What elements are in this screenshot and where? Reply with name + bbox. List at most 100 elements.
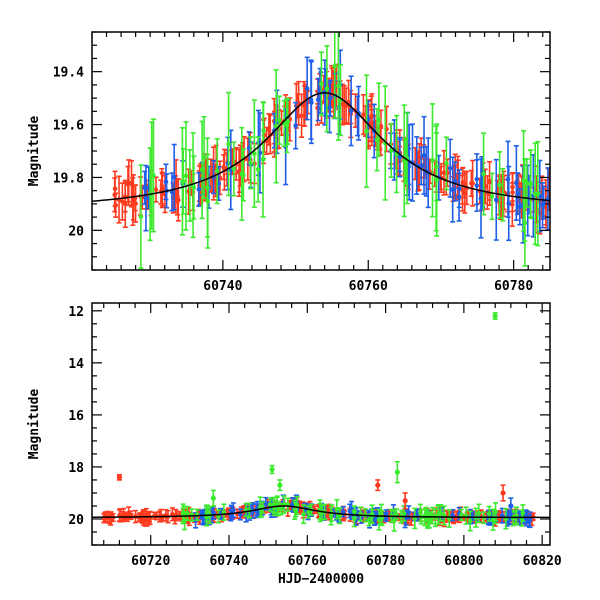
data-point bbox=[425, 517, 431, 523]
data-point bbox=[467, 518, 473, 524]
data-point bbox=[450, 512, 455, 518]
data-point bbox=[255, 167, 261, 172]
outlier-point bbox=[210, 495, 216, 501]
data-point bbox=[319, 81, 324, 87]
x-tick-label: 60780 bbox=[494, 279, 533, 294]
data-point bbox=[541, 200, 547, 205]
data-point bbox=[436, 512, 441, 517]
data-point bbox=[332, 63, 337, 69]
x-tick-label: 60820 bbox=[523, 554, 562, 569]
data-point bbox=[196, 187, 202, 192]
outlier-point bbox=[508, 503, 514, 509]
x-tick-label: 60800 bbox=[444, 554, 483, 569]
data-point bbox=[299, 113, 304, 119]
data-point bbox=[401, 158, 407, 164]
data-point bbox=[302, 103, 307, 109]
data-point bbox=[308, 97, 314, 102]
data-point bbox=[153, 187, 159, 192]
x-tick-label: 60740 bbox=[203, 279, 242, 294]
data-point bbox=[481, 171, 486, 177]
data-point bbox=[252, 151, 257, 156]
data-point bbox=[324, 86, 330, 92]
data-point bbox=[201, 155, 207, 160]
outlier-point bbox=[116, 474, 123, 480]
y-tick-label: 12 bbox=[68, 305, 84, 320]
outlier-point bbox=[277, 482, 283, 488]
data-point bbox=[231, 166, 237, 172]
outlier-point bbox=[492, 313, 498, 319]
data-point bbox=[444, 161, 449, 166]
data-point bbox=[191, 185, 197, 190]
outlier-point bbox=[394, 469, 400, 475]
data-point bbox=[364, 128, 369, 134]
data-point bbox=[497, 182, 502, 188]
model-curve bbox=[92, 505, 550, 519]
data-point bbox=[478, 196, 484, 201]
data-point bbox=[138, 214, 144, 219]
data-point bbox=[133, 201, 138, 206]
outlier-point bbox=[375, 482, 381, 488]
bottom-x-axis-label: HJD−2400000 bbox=[278, 572, 364, 587]
data-point bbox=[447, 165, 453, 171]
data-point bbox=[515, 191, 520, 196]
x-tick-label: 60740 bbox=[209, 554, 248, 569]
data-point bbox=[489, 194, 495, 199]
top-series-3 bbox=[138, 32, 541, 269]
y-tick-label: 19.6 bbox=[53, 119, 84, 134]
data-point bbox=[535, 191, 541, 196]
data-point bbox=[456, 186, 462, 191]
data-point bbox=[510, 190, 515, 195]
data-point bbox=[293, 507, 298, 513]
data-point bbox=[524, 180, 530, 186]
data-point bbox=[277, 117, 282, 123]
data-point bbox=[180, 179, 186, 184]
y-tick-label: 16 bbox=[68, 409, 84, 424]
bottom-panel: 60720 60740 60760 60780 60800 60820 12 14 16 18 20… bbox=[27, 302, 562, 587]
data-point bbox=[348, 108, 354, 114]
data-point bbox=[520, 510, 526, 516]
data-point bbox=[487, 178, 492, 184]
data-point bbox=[527, 517, 533, 522]
data-point bbox=[214, 168, 220, 174]
y-tick-label: 20 bbox=[68, 224, 84, 239]
outlier-point bbox=[500, 490, 506, 496]
data-point bbox=[211, 510, 216, 516]
data-point bbox=[336, 83, 341, 89]
data-point bbox=[361, 112, 366, 117]
data-point bbox=[120, 199, 125, 204]
data-point bbox=[441, 170, 447, 176]
data-point bbox=[112, 186, 118, 192]
data-point bbox=[170, 511, 175, 517]
x-tick-label: 60760 bbox=[349, 279, 388, 294]
data-point bbox=[506, 201, 512, 206]
data-point bbox=[368, 114, 374, 120]
data-point bbox=[470, 180, 475, 186]
data-point bbox=[394, 511, 399, 517]
data-point bbox=[486, 511, 492, 517]
data-point bbox=[239, 171, 245, 177]
data-point bbox=[430, 157, 435, 163]
data-point bbox=[462, 182, 468, 187]
data-point bbox=[259, 508, 264, 514]
data-point bbox=[366, 517, 372, 523]
x-tick-label: 60720 bbox=[131, 554, 170, 569]
data-point bbox=[376, 117, 382, 123]
x-tick-label: 60760 bbox=[288, 554, 327, 569]
bottom-y-axis-label: Magnitude bbox=[27, 389, 42, 460]
data-point bbox=[327, 95, 333, 101]
y-tick-label: 19.8 bbox=[53, 171, 84, 186]
bottom-frame bbox=[91, 302, 551, 546]
data-point bbox=[388, 148, 394, 153]
data-point bbox=[205, 198, 211, 204]
data-point bbox=[293, 123, 299, 128]
data-point bbox=[522, 220, 528, 226]
top-panel: 60740 60760 60780 19.4 19.6 19.8 20 Magnitude bbox=[27, 31, 551, 294]
data-point bbox=[421, 153, 427, 158]
data-point bbox=[248, 160, 253, 166]
data-point bbox=[459, 512, 464, 518]
outlier-point bbox=[402, 498, 408, 504]
data-point bbox=[334, 506, 340, 512]
top-y-axis-label: Magnitude bbox=[27, 116, 42, 187]
y-tick-label: 14 bbox=[68, 357, 84, 372]
